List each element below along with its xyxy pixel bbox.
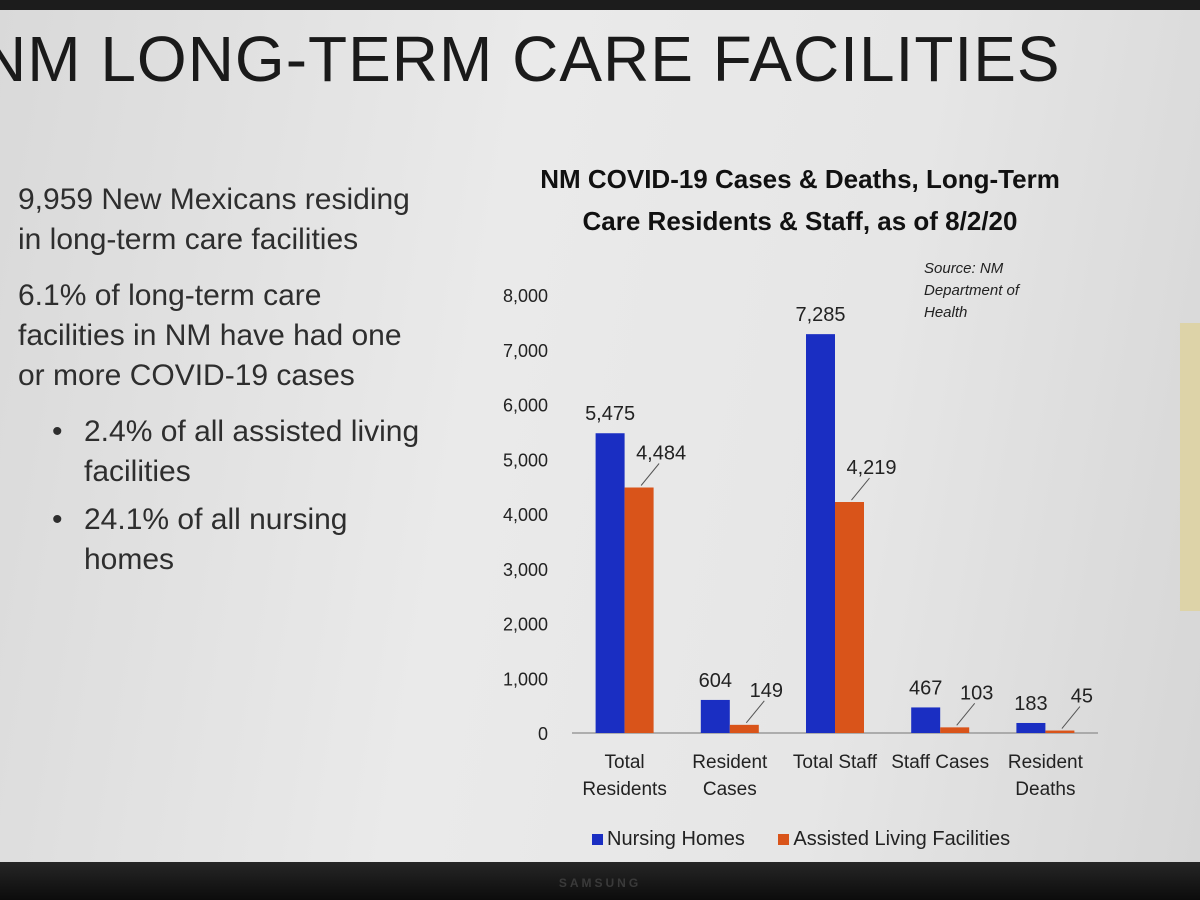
- stat-facilities: 6.1% of long-term care facilities in NM …: [18, 279, 402, 392]
- chart-title: NM COVID-19 Cases & Deaths, Long-Term Ca…: [540, 164, 1060, 236]
- window-side-tab: [1180, 323, 1200, 611]
- bullet-text: 2.4% of all assisted living facilities: [84, 415, 420, 488]
- bullet-item: • 24.1% of all nursing homes: [52, 500, 428, 580]
- legend-item-nursing-homes: Nursing Homes: [592, 828, 745, 851]
- bar-assisted-living: [835, 502, 864, 733]
- bar-nursing-homes: [595, 433, 625, 733]
- leader-line: [640, 463, 660, 486]
- bar-assisted-living: [940, 727, 970, 733]
- y-tick-label: 8,000: [503, 286, 548, 306]
- bullet-dot-icon: •: [52, 503, 63, 536]
- bar-nursing-homes: [700, 699, 730, 733]
- y-tick-label: 0: [538, 724, 548, 744]
- data-label-nursing-homes: 604: [699, 670, 732, 692]
- legend-label: Assisted Living Facilities: [793, 828, 1011, 850]
- slide: NM LONG-TERM CARE FACILITIES 9,959 New M…: [0, 10, 1200, 868]
- leader-line: [745, 700, 765, 724]
- y-tick-label: 4,000: [503, 505, 548, 525]
- bar-assisted-living: [729, 724, 759, 733]
- data-label-assisted-living: 45: [1071, 686, 1093, 708]
- x-tick-label: Residents: [582, 779, 667, 800]
- y-tick-label: 3,000: [503, 560, 548, 580]
- data-label-assisted-living: 4,219: [846, 457, 896, 479]
- data-label-nursing-homes: 467: [909, 677, 942, 699]
- bar-nursing-homes: [1016, 722, 1046, 733]
- data-label-assisted-living: 4,484: [636, 443, 686, 465]
- stat-residents: 9,959 New Mexicans residing in long-term…: [18, 183, 410, 256]
- y-tick-label: 1,000: [503, 669, 548, 689]
- bar-nursing-homes: [806, 334, 835, 733]
- y-tick-label: 2,000: [503, 615, 548, 635]
- bar-assisted-living: [624, 487, 654, 733]
- x-tick-label: Resident: [692, 752, 768, 773]
- legend-swatch-assisted-living: [778, 834, 790, 845]
- slide-title: NM LONG-TERM CARE FACILITIES: [0, 23, 1061, 95]
- x-tick-label: Resident: [1008, 752, 1084, 773]
- x-tick-label: Total Staff: [793, 752, 878, 773]
- x-tick-label: Deaths: [1015, 779, 1075, 800]
- legend-swatch-nursing-homes: [592, 834, 603, 845]
- bullet-dot-icon: •: [52, 415, 63, 448]
- data-label-nursing-homes: 183: [1014, 693, 1047, 715]
- data-label-assisted-living: 103: [960, 682, 993, 704]
- leader-line: [1061, 706, 1081, 729]
- data-label-assisted-living: 149: [750, 680, 783, 702]
- bullet-item: • 2.4% of all assisted living facilities: [52, 412, 428, 492]
- leader-line: [851, 477, 870, 501]
- source-note: Source: NM Department of Health: [924, 260, 1020, 321]
- y-tick-label: 7,000: [503, 341, 548, 361]
- bar-nursing-homes: [911, 707, 941, 733]
- legend-item-assisted-living: Assisted Living Facilities: [778, 828, 1010, 851]
- bar-assisted-living: [1045, 730, 1075, 733]
- bar-chart: 0 1,000 2,000 3,000 4,000 5,000 6,000 7,000 8,00…: [503, 286, 1098, 800]
- x-tick-label: Staff Cases: [891, 752, 989, 773]
- bullet-text: 24.1% of all nursing homes: [84, 503, 348, 576]
- x-tick-label: Total: [605, 752, 645, 773]
- monitor-brand-logo: SAMSUNG: [558, 876, 642, 890]
- data-label-nursing-homes: 7,285: [795, 304, 845, 326]
- legend-label: Nursing Homes: [607, 828, 745, 850]
- data-label-nursing-homes: 5,475: [585, 403, 635, 425]
- leader-line: [956, 703, 976, 726]
- slide-body-text: 9,959 New Mexicans residing in long-term…: [18, 180, 428, 588]
- monitor-bottom-bezel: SAMSUNG: [0, 862, 1200, 900]
- bullet-list: • 2.4% of all assisted living facilities…: [18, 412, 428, 580]
- chart-legend: Nursing Homes Assisted Living Facilities: [592, 828, 1038, 851]
- y-tick-label: 6,000: [503, 396, 548, 416]
- x-tick-label: Cases: [703, 779, 757, 800]
- y-tick-label: 5,000: [503, 450, 548, 470]
